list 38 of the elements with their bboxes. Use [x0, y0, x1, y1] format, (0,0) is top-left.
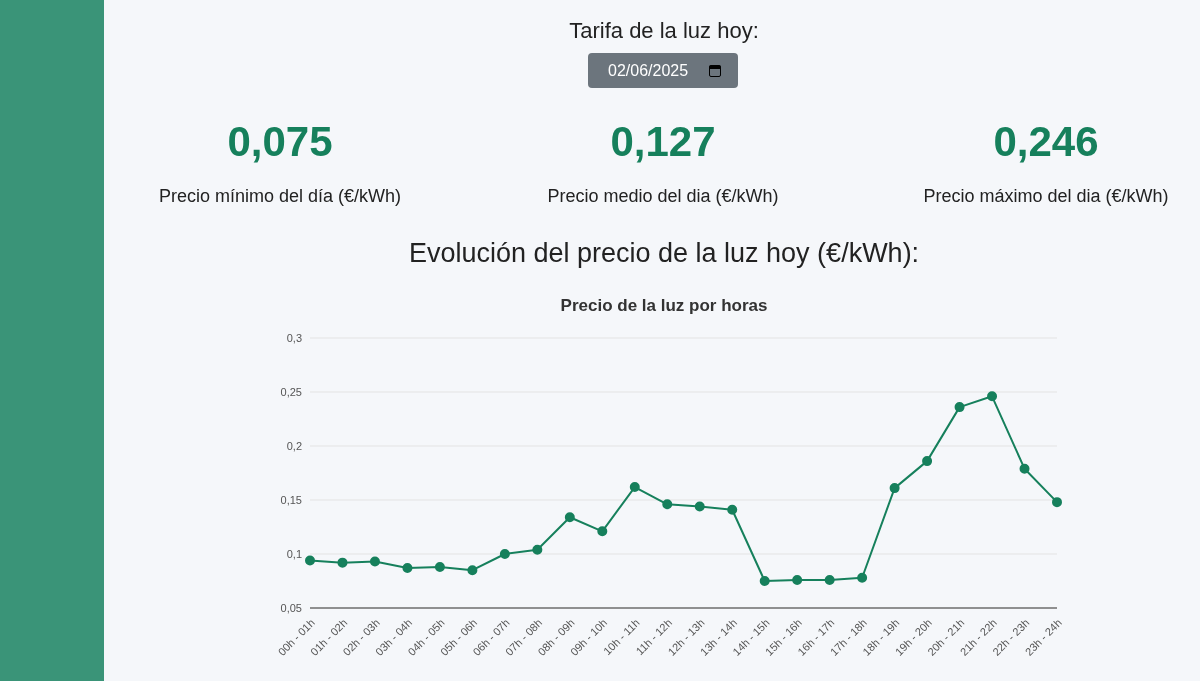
point [759, 576, 770, 586]
chart-title: Precio de la luz por horas [559, 296, 769, 316]
point [987, 391, 998, 402]
text: Precio medio del dia (€/kWh) [546, 186, 780, 207]
chart-subtitle: Evolución del precio de la luz hoy (€/kWh): [407, 238, 921, 269]
point [532, 544, 543, 555]
text: Precio mínimo del día (€/kWh) [157, 186, 403, 207]
point [369, 556, 380, 567]
point [954, 402, 965, 413]
point [402, 563, 413, 574]
y-tick-label: 0,25 [280, 385, 302, 398]
text: 0,127 [609, 118, 717, 166]
point [727, 504, 738, 515]
y-tick-label: 0,15 [280, 493, 302, 506]
y-tick-label: 0,2 [286, 439, 302, 452]
text: 02/06/2025 [608, 61, 689, 80]
point [694, 501, 705, 512]
point [857, 572, 868, 583]
point [499, 549, 510, 559]
point [467, 565, 478, 576]
point [337, 557, 348, 568]
y-tick-label: 0,05 [280, 601, 302, 614]
point [824, 574, 835, 585]
text: Tarifa de la luz hoy: [568, 18, 760, 44]
point [1019, 463, 1030, 474]
point [1052, 497, 1062, 508]
text: 0,075 [226, 118, 334, 166]
point [564, 512, 575, 523]
point [305, 555, 315, 566]
text: Precio máximo del dia (€/kWh) [922, 186, 1170, 207]
point [597, 526, 608, 537]
point [792, 574, 803, 585]
y-tick-label: 0,3 [286, 331, 302, 344]
point [434, 561, 445, 572]
text: 0,246 [992, 118, 1100, 166]
point [629, 482, 640, 493]
y-tick-label: 0,1 [286, 547, 302, 560]
point [662, 499, 673, 510]
